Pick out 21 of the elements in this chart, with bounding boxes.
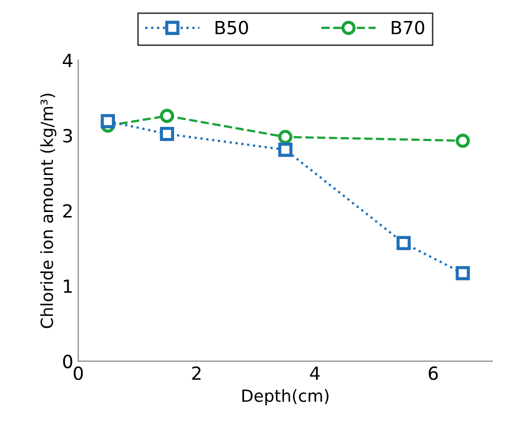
x-tick-label: 4 [310, 366, 320, 380]
x-axis-title: Depth(cm) [242, 389, 328, 406]
x-tick-label: 0 [74, 366, 83, 380]
y-axis-title: Chloride ion amount (kg/m³) [40, 94, 56, 328]
legend-label: B50 [216, 20, 248, 34]
point [396, 236, 411, 250]
point [160, 126, 174, 142]
x-tick-label: 6 [428, 366, 438, 380]
y-tick-label: 3 [63, 128, 72, 143]
point [160, 108, 174, 123]
y-tick-label: 0 [63, 354, 72, 368]
legend-label: B70 [392, 20, 424, 34]
point [100, 114, 115, 128]
point [278, 130, 292, 144]
y-tick-label: 2 [63, 204, 72, 218]
x-tick-label: 2 [192, 366, 201, 380]
point [456, 134, 470, 148]
point [456, 266, 470, 280]
y-tick-label: 1 [64, 280, 72, 293]
point [278, 142, 292, 157]
y-tick-label: 4 [62, 54, 72, 68]
